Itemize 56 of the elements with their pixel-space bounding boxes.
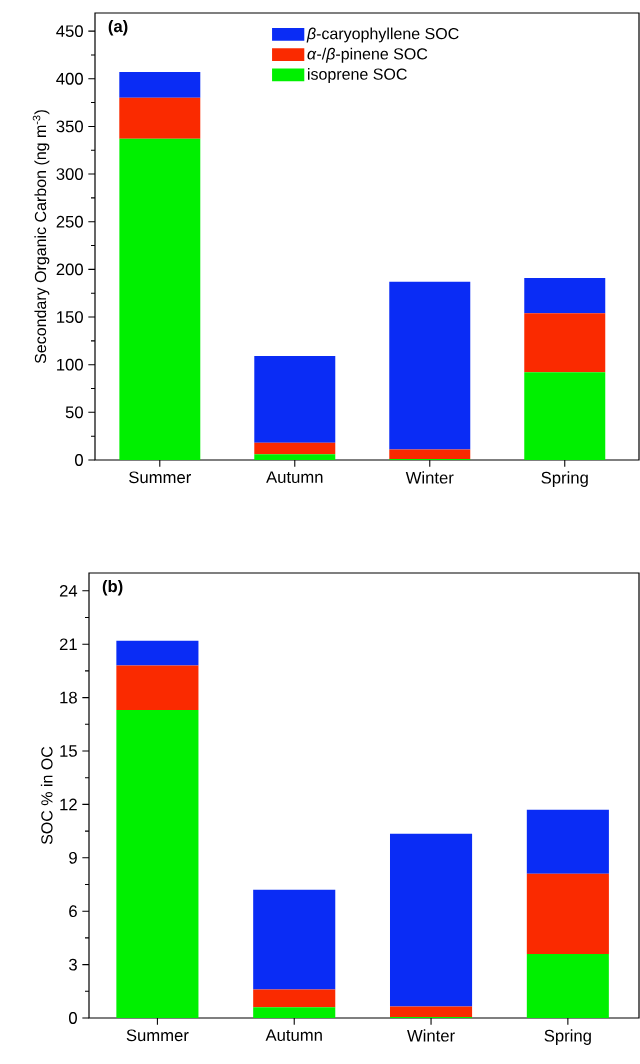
y-tick-label: 9 [69,851,77,864]
x-tick-label: Autumn [266,471,323,484]
y-tick-label: 6 [69,905,77,918]
bar [254,356,336,443]
bar [526,873,609,954]
bar [119,97,201,139]
legend-label: β-caryophyllene SOC [306,27,459,43]
bar [119,138,201,460]
bar [389,449,471,460]
legend-label: isoprene SOC [308,68,407,83]
bar [253,889,336,990]
bar [116,665,199,711]
y-tick-label: 350 [56,120,83,133]
y-axis-title: Secondary Organic Carbon (ng m$^{-3}$) [32,110,50,364]
bar [524,372,606,460]
x-tick-label: Winter [405,471,454,484]
bar [526,953,609,1018]
x-tick-label: Spring [544,1029,591,1045]
bar [390,1006,473,1018]
y-tick-label: 450 [56,25,83,38]
x-tick-label: Spring [541,471,588,487]
bar [524,277,606,314]
y-tick-label: 3 [68,958,77,971]
y-tick-label: 12 [60,798,77,811]
y-tick-label: 200 [56,263,83,276]
y-tick-label: 50 [65,406,83,419]
x-tick-label: Summer [126,1029,189,1042]
y-tick-label: 0 [69,1012,77,1024]
y-tick-label: 21 [59,638,77,651]
annotation: (b) [102,579,123,596]
bar [253,989,336,1008]
y-tick-label: 100 [57,358,83,371]
y-axis-title: SOC % in OC [40,746,53,845]
bar [253,1007,336,1018]
bar [116,640,199,666]
y-tick-label: 400 [56,72,83,85]
y-tick-label: 300 [56,168,83,180]
y-tick-label: 250 [56,215,83,228]
y-tick-label: 150 [57,311,83,323]
y-tick-label: 24 [59,584,78,597]
x-tick-label: Summer [129,471,191,484]
bar [526,809,609,874]
bar [390,833,473,1007]
x-tick-label: Winter [407,1029,455,1042]
y-tick-label: 15 [60,745,77,757]
x-tick-label: Autumn [265,1029,322,1042]
legend-label: α-/β-pinene SOC [307,47,428,63]
bar [524,313,606,373]
bar [254,454,336,460]
bar [389,281,471,450]
bar [254,442,336,455]
y-tick-label: 18 [60,691,77,704]
annotation: (a) [108,19,128,36]
y-tick-label: 0 [75,454,83,466]
bar [119,72,201,98]
bar [116,710,199,1018]
